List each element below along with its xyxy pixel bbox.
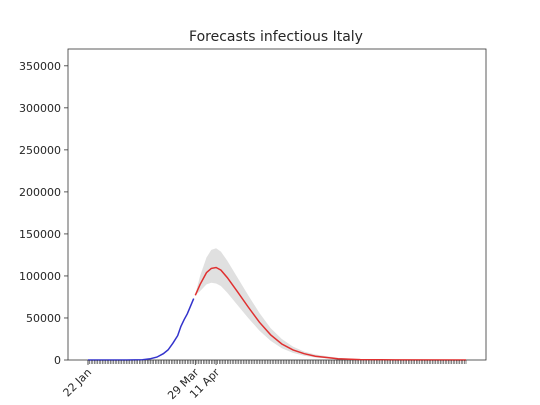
y-tick-label: 150000 <box>19 228 61 241</box>
x-tick-label: 22 Jan <box>61 366 95 400</box>
confidence-band <box>195 248 467 360</box>
y-tick-label: 350000 <box>19 60 61 73</box>
y-tick-label: 100000 <box>19 270 61 283</box>
y-tick-label: 200000 <box>19 186 61 199</box>
confidence-band-layer <box>195 248 467 360</box>
y-tick-label: 50000 <box>26 312 61 325</box>
forecast-series-line <box>194 266 467 361</box>
chart-title: Forecasts infectious Italy <box>189 29 363 45</box>
y-tick-label: 0 <box>54 354 61 367</box>
plot-area <box>67 48 487 361</box>
y-tick-label: 250000 <box>19 144 61 157</box>
y-axis: 0 50000 100000 150000 200000 250000 300000 3500… <box>19 60 68 367</box>
observed-series-line <box>88 298 195 361</box>
series-layer <box>88 266 467 361</box>
y-tick-label: 300000 <box>19 102 61 115</box>
